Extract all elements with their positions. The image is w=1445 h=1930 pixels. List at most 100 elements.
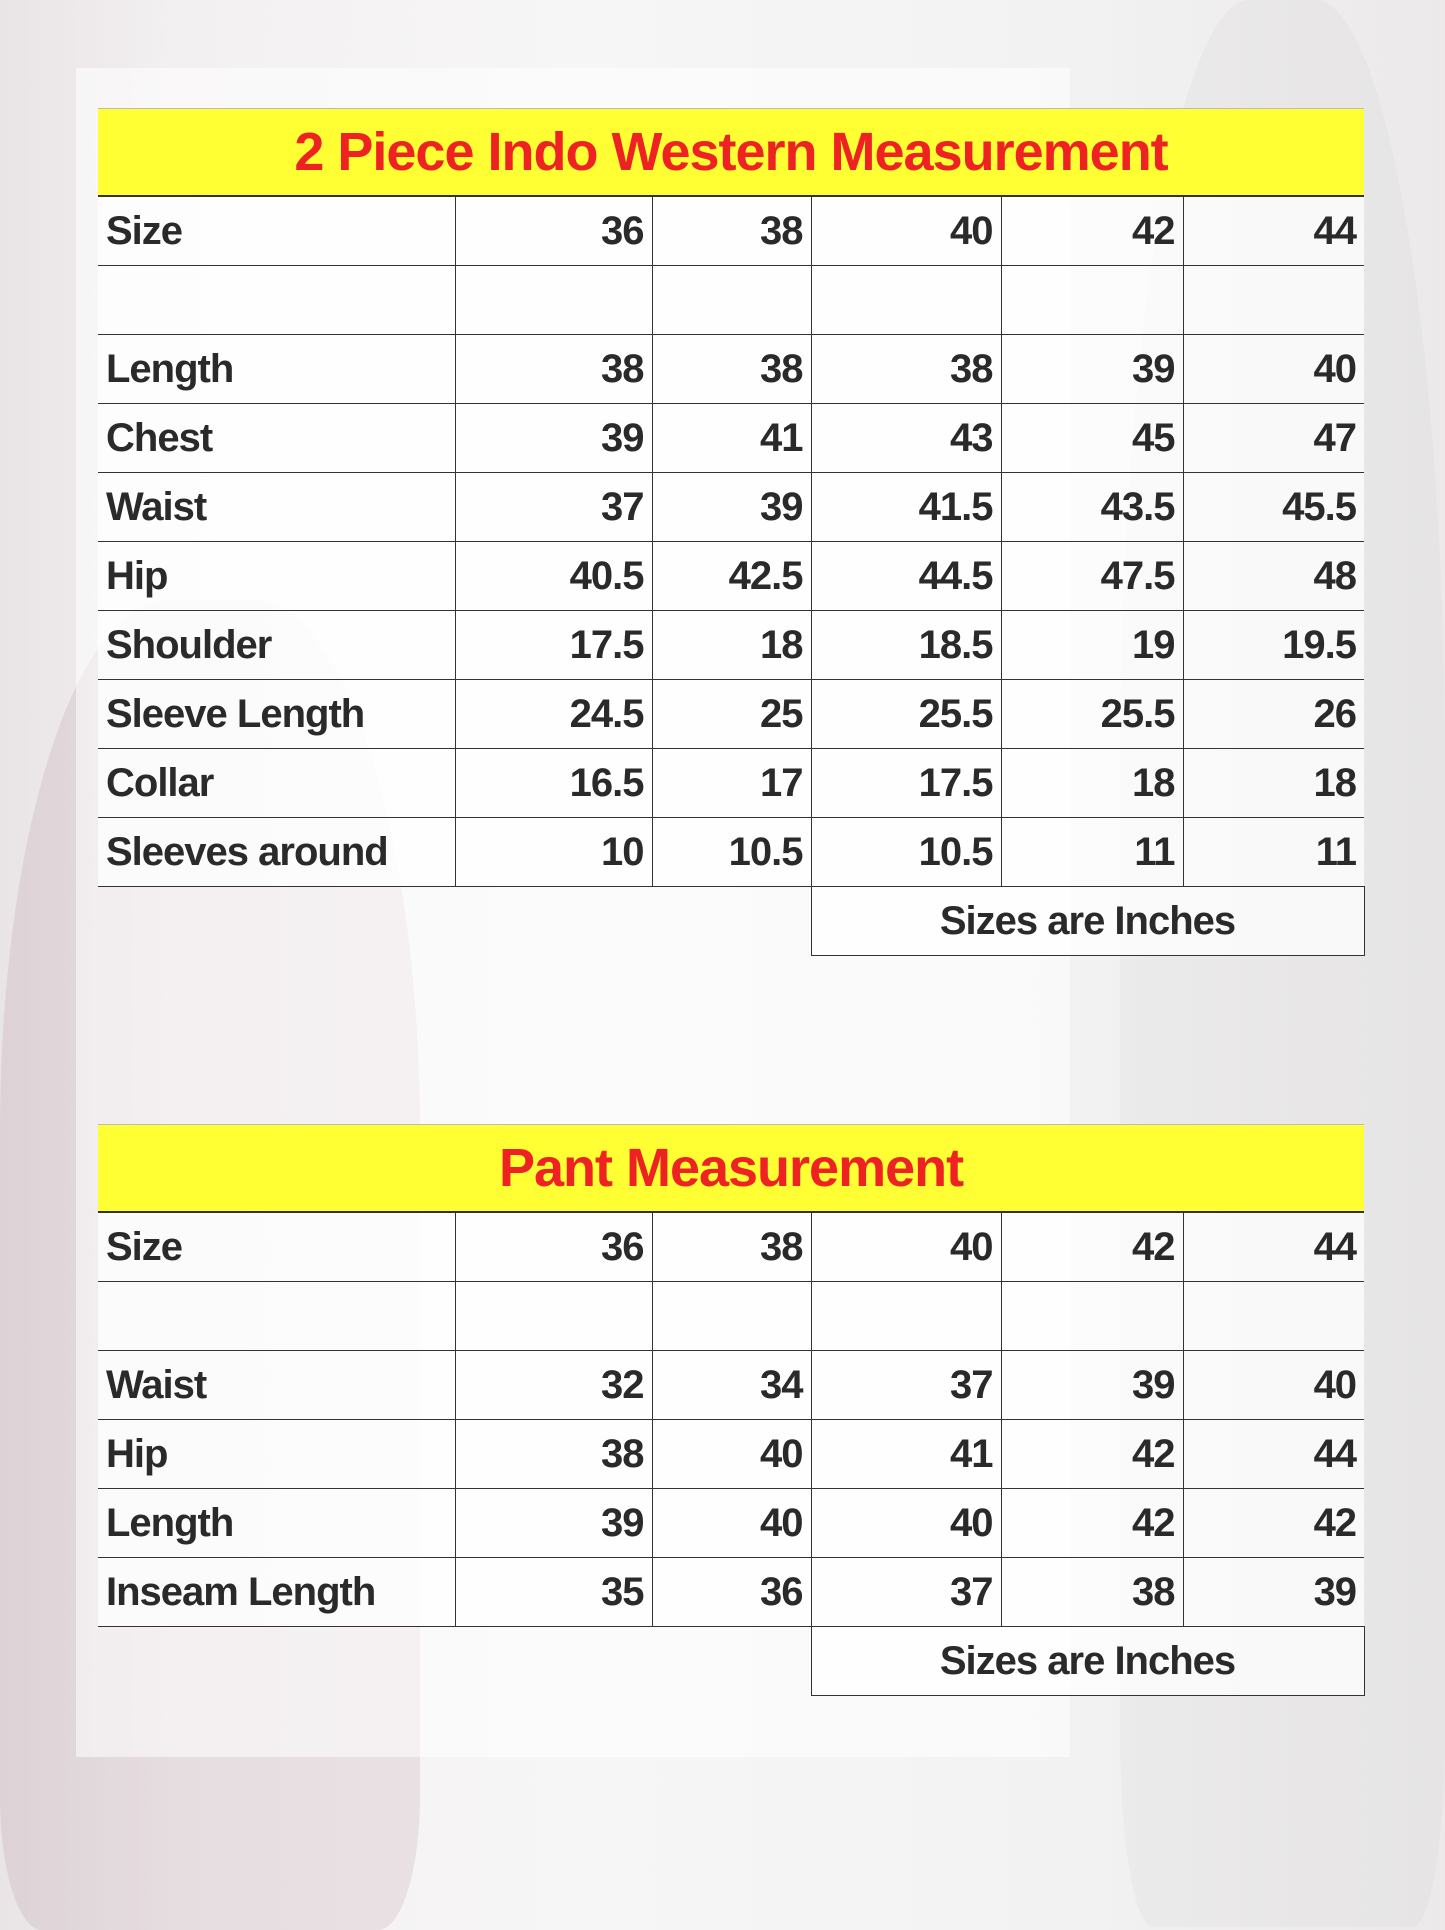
- cell-value: 37: [810, 1557, 1002, 1627]
- table-row: Waist 32 34 37 39 40: [98, 1350, 1365, 1420]
- cell-value: 25: [651, 679, 812, 749]
- footer-spacer: [98, 887, 811, 956]
- cell-value: 10.5: [810, 817, 1002, 887]
- table-title: Pant Measurement: [98, 1124, 1365, 1213]
- cell-value: [1182, 1281, 1365, 1351]
- cell-value: 40: [1182, 1350, 1365, 1420]
- cell-value: 36: [454, 195, 653, 266]
- cell-value: [810, 265, 1002, 335]
- cell-value: 37: [810, 1350, 1002, 1420]
- cell-value: 40: [810, 195, 1002, 266]
- cell-value: 47: [1182, 403, 1365, 473]
- cell-value: 39: [1182, 1557, 1365, 1627]
- cell-value: 38: [651, 1211, 812, 1282]
- empty-row: [98, 1281, 1365, 1351]
- table-row: Sleeve Length 24.5 25 25.5 25.5 26: [98, 679, 1365, 749]
- cell-value: [651, 1281, 812, 1351]
- cell-value: [1000, 1281, 1184, 1351]
- row-label: Sleeve Length: [98, 679, 456, 749]
- cell-value: 40.5: [454, 541, 653, 611]
- title-row: 2 Piece Indo Western Measurement: [98, 108, 1365, 197]
- cell-value: 38: [454, 334, 653, 404]
- row-label: Size: [98, 1211, 456, 1282]
- cell-value: 38: [1000, 1557, 1184, 1627]
- row-label: Hip: [98, 1419, 456, 1489]
- cell-value: [651, 265, 812, 335]
- cell-value: 39: [454, 1488, 653, 1558]
- cell-value: [810, 1281, 1002, 1351]
- table-row: Hip 38 40 41 42 44: [98, 1419, 1365, 1489]
- cell-value: 45: [1000, 403, 1184, 473]
- footer-note: Sizes are Inches: [810, 1626, 1365, 1696]
- cell-value: 43: [810, 403, 1002, 473]
- row-label: Chest: [98, 403, 456, 473]
- cell-value: 40: [810, 1488, 1002, 1558]
- table-row: Length 38 38 38 39 40: [98, 334, 1365, 404]
- footer-spacer: [98, 1627, 811, 1696]
- row-label: Shoulder: [98, 610, 456, 680]
- indo-western-measurement-table: 2 Piece Indo Western Measurement Size 36 38…: [98, 108, 1365, 956]
- cell-value: 40: [651, 1488, 812, 1558]
- cell-value: 44: [1182, 195, 1365, 266]
- size-header-row: Size 36 38 40 42 44: [98, 195, 1365, 266]
- cell-value: 47.5: [1000, 541, 1184, 611]
- cell-value: 19.5: [1182, 610, 1365, 680]
- cell-value: 38: [454, 1419, 653, 1489]
- table-row: Sleeves around 10 10.5 10.5 11 11: [98, 817, 1365, 887]
- cell-value: 19: [1000, 610, 1184, 680]
- row-label: Sleeves around: [98, 817, 456, 887]
- cell-value: 37: [454, 472, 653, 542]
- cell-value: 44: [1182, 1419, 1365, 1489]
- cell-value: 16.5: [454, 748, 653, 818]
- cell-value: [1000, 265, 1184, 335]
- cell-value: 42: [1000, 1488, 1184, 1558]
- row-label: Inseam Length: [98, 1557, 456, 1627]
- cell-value: 48: [1182, 541, 1365, 611]
- table-row: Shoulder 17.5 18 18.5 19 19.5: [98, 610, 1365, 680]
- row-label: Size: [98, 195, 456, 266]
- cell-value: 26: [1182, 679, 1365, 749]
- row-label: Hip: [98, 541, 456, 611]
- table-title: 2 Piece Indo Western Measurement: [98, 108, 1365, 197]
- cell-value: 11: [1000, 817, 1184, 887]
- cell-value: 44: [1182, 1211, 1365, 1282]
- cell-value: 38: [810, 334, 1002, 404]
- cell-value: [1182, 265, 1365, 335]
- cell-value: 39: [651, 472, 812, 542]
- cell-value: [454, 265, 653, 335]
- table-row: Waist 37 39 41.5 43.5 45.5: [98, 472, 1365, 542]
- cell-value: 42: [1000, 1419, 1184, 1489]
- row-label: Length: [98, 1488, 456, 1558]
- row-label: Waist: [98, 472, 456, 542]
- row-label: Length: [98, 334, 456, 404]
- footer-row: Sizes are Inches: [98, 1626, 1365, 1696]
- empty-row: [98, 265, 1365, 335]
- cell-value: 40: [1182, 334, 1365, 404]
- table-row: Collar 16.5 17 17.5 18 18: [98, 748, 1365, 818]
- cell-value: 42.5: [651, 541, 812, 611]
- cell-value: 32: [454, 1350, 653, 1420]
- cell-value: 17.5: [810, 748, 1002, 818]
- cell-value: 41: [651, 403, 812, 473]
- cell-value: 41: [810, 1419, 1002, 1489]
- cell-value: 40: [651, 1419, 812, 1489]
- row-label: [98, 1281, 456, 1351]
- cell-value: 18: [1182, 748, 1365, 818]
- table-row: Chest 39 41 43 45 47: [98, 403, 1365, 473]
- row-label: Collar: [98, 748, 456, 818]
- cell-value: 10: [454, 817, 653, 887]
- cell-value: 42: [1182, 1488, 1365, 1558]
- cell-value: 41.5: [810, 472, 1002, 542]
- footer-row: Sizes are Inches: [98, 886, 1365, 956]
- cell-value: 10.5: [651, 817, 812, 887]
- cell-value: 18: [1000, 748, 1184, 818]
- cell-value: 42: [1000, 195, 1184, 266]
- table-row: Length 39 40 40 42 42: [98, 1488, 1365, 1558]
- cell-value: 18.5: [810, 610, 1002, 680]
- size-header-row: Size 36 38 40 42 44: [98, 1211, 1365, 1282]
- cell-value: 11: [1182, 817, 1365, 887]
- footer-note: Sizes are Inches: [810, 886, 1365, 956]
- cell-value: 42: [1000, 1211, 1184, 1282]
- cell-value: 43.5: [1000, 472, 1184, 542]
- row-label: [98, 265, 456, 335]
